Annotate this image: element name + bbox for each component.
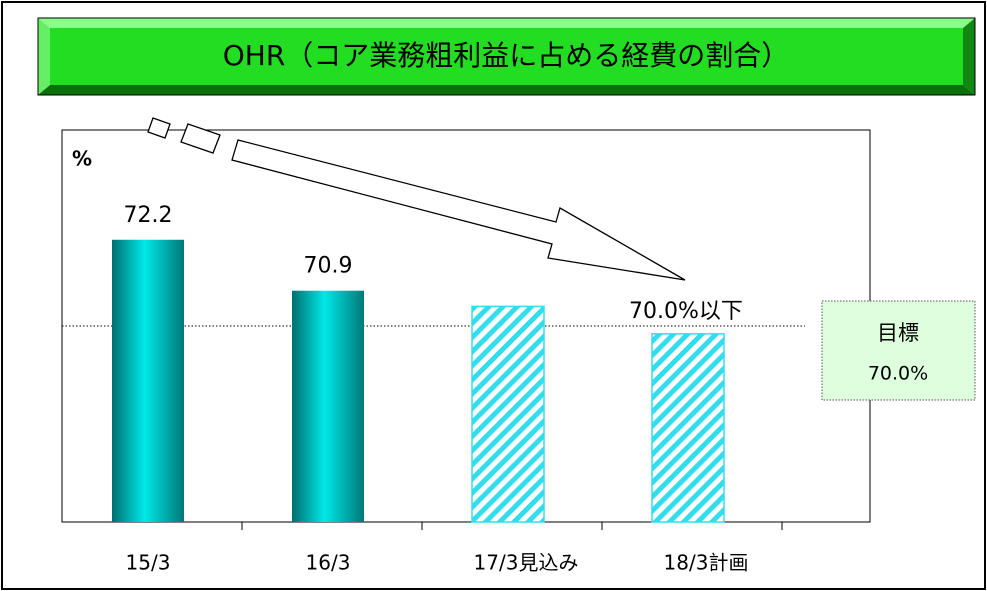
x-tick-label: 18/3計画 (664, 551, 749, 575)
x-tick-label: 15/3 (126, 551, 171, 575)
bar (651, 333, 725, 523)
title-banner (37, 17, 976, 96)
target-value-label: 70.0% (868, 363, 928, 385)
value-label: 72.2 (124, 203, 173, 228)
bar (292, 290, 364, 522)
target-box (821, 300, 976, 401)
annotation: 70.0%以下 (629, 299, 743, 324)
y-axis-label: % (72, 147, 92, 171)
trend-arrow (147, 117, 686, 281)
chart-title: OHR（コア業務粗利益に占める経費の割合） (223, 39, 790, 72)
x-tick-label: 16/3 (306, 551, 351, 575)
bar (471, 305, 545, 523)
bar (112, 239, 184, 522)
target-label: 目標 (877, 321, 919, 345)
value-label: 70.9 (304, 254, 353, 279)
x-tick-label: 17/3見込み (474, 551, 579, 575)
